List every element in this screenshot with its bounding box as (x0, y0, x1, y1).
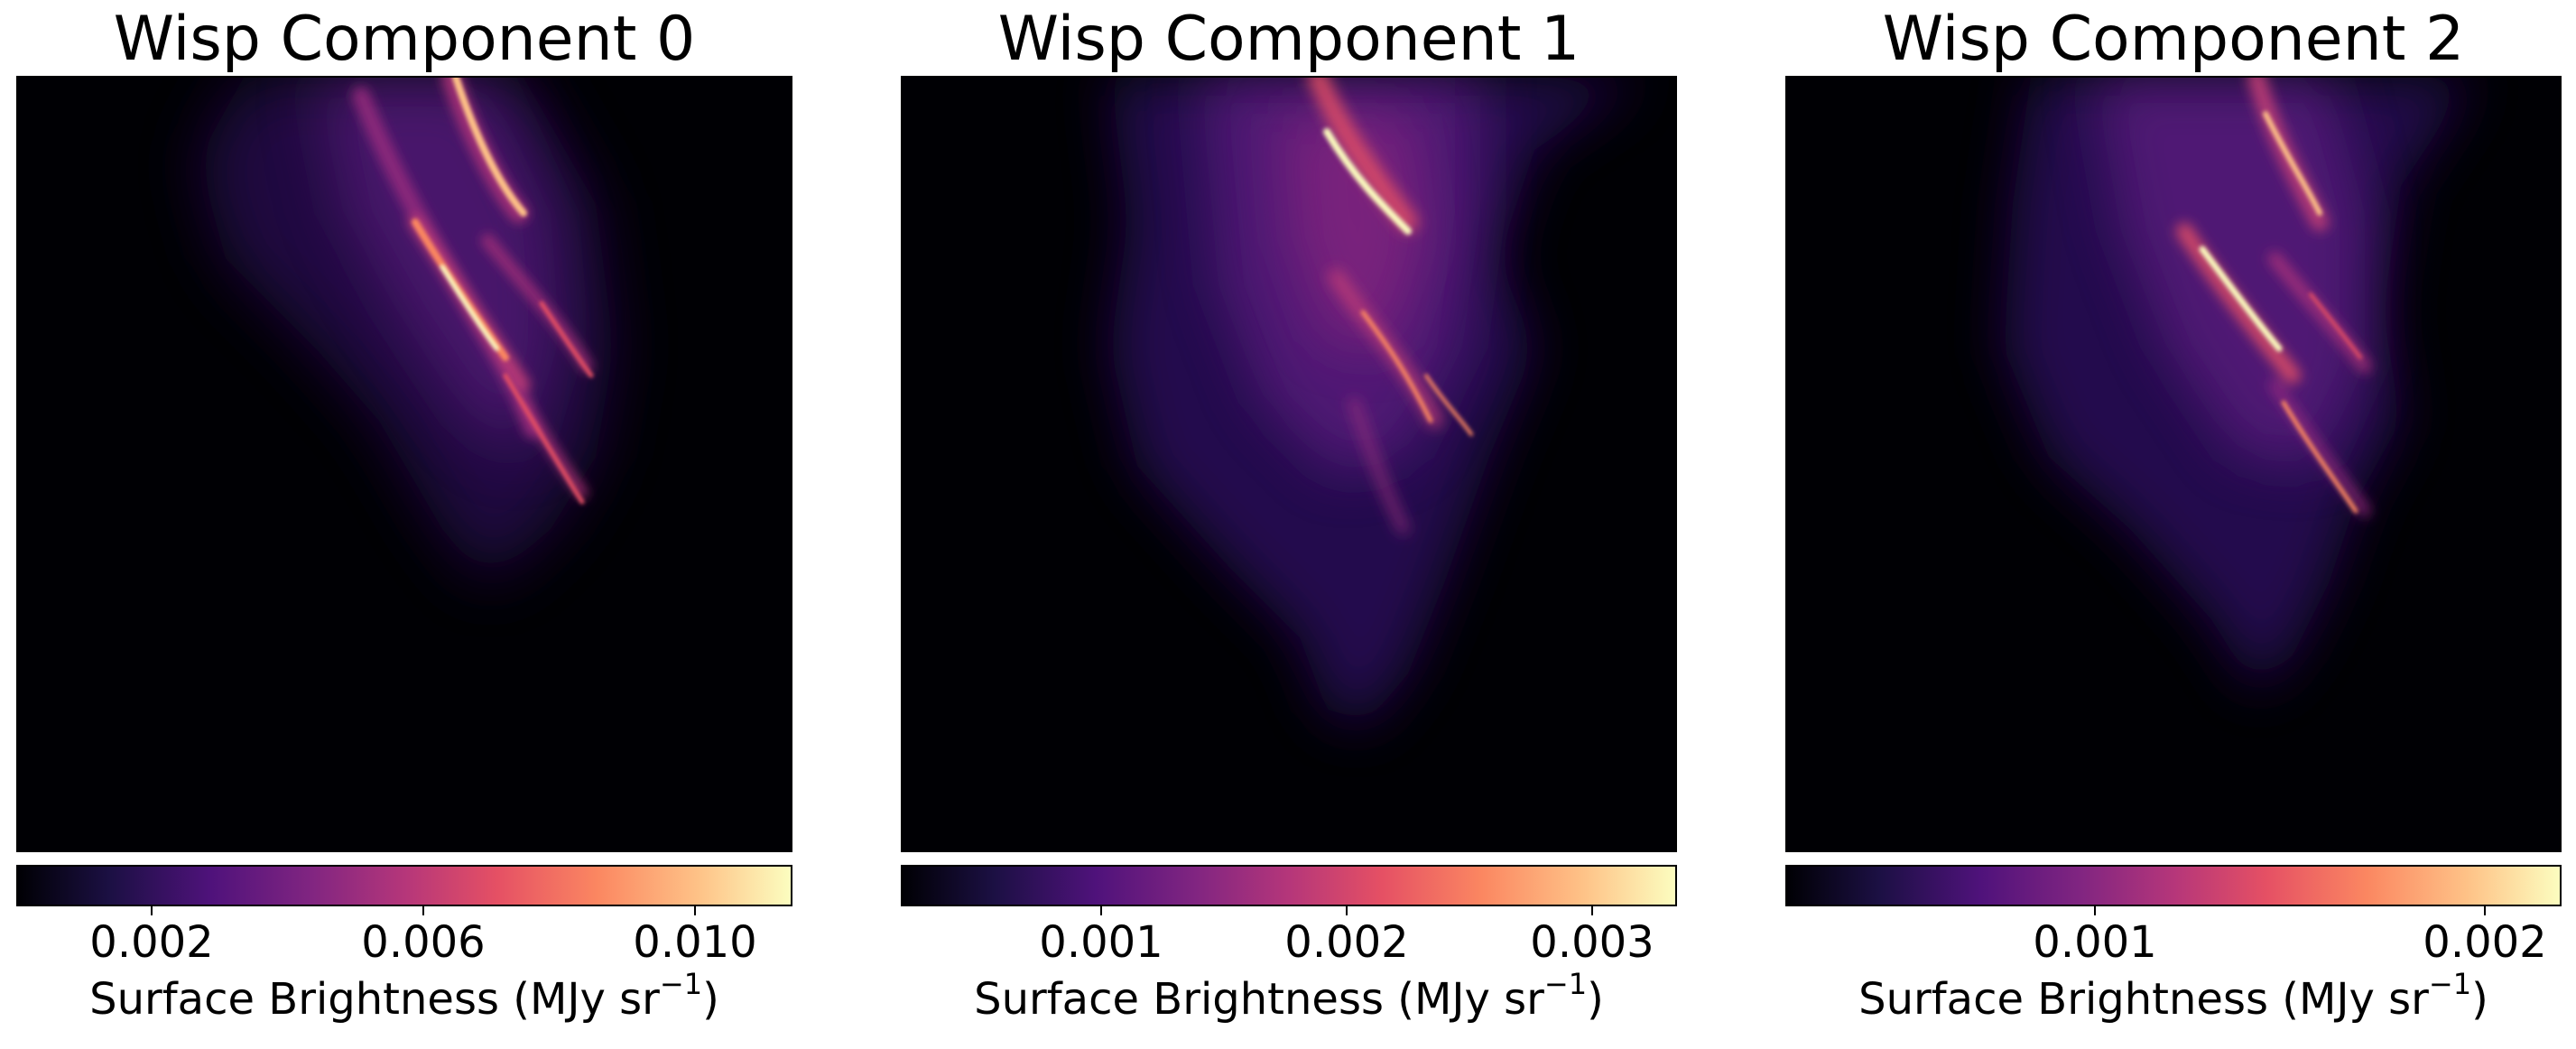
panel-title: Wisp Component 0 (113, 4, 696, 75)
panel-title: Wisp Component 2 (1882, 4, 2465, 75)
colorbar-label-exponent: −1 (659, 967, 703, 1001)
colorbar-tick (694, 905, 696, 915)
colorbar-tick-label: 0.002 (2423, 917, 2547, 968)
colorbar-tick-label: 0.001 (1039, 917, 1163, 968)
colorbar-label-text: Surface Brightness (MJy sr (1858, 974, 2429, 1025)
colorbar-label: Surface Brightness (MJy sr−1) (901, 970, 1677, 1027)
panel-component-0: Wisp Component 0 (16, 0, 792, 1049)
colorbar-label: Surface Brightness (MJy sr−1) (1785, 970, 2562, 1027)
colorbar-label-close: ) (1587, 974, 1604, 1025)
colorbar-tick-label: 0.006 (361, 917, 486, 968)
colorbar-tick (2484, 905, 2486, 915)
wisp-image (16, 76, 792, 852)
colorbar-tick (1100, 905, 1102, 915)
panel-title: Wisp Component 1 (997, 4, 1580, 75)
colorbar-label-close: ) (702, 974, 719, 1025)
colorbar-tick-label: 0.002 (1284, 917, 1409, 968)
colorbar-tick (2094, 905, 2096, 915)
wisp-image (1785, 76, 2562, 852)
colorbar-label: Surface Brightness (MJy sr−1) (16, 970, 792, 1027)
wisp-image-render (1787, 78, 2560, 850)
colorbar-label-text: Surface Brightness (MJy sr (974, 974, 1544, 1025)
colorbar (901, 865, 1677, 906)
colorbar (1785, 865, 2562, 906)
colorbar-tick (1591, 905, 1593, 915)
wisp-image (901, 76, 1677, 852)
panel-component-2: Wisp Component 2 (1785, 0, 2562, 1049)
colorbar-tick-label: 0.003 (1530, 917, 1654, 968)
colorbar-tick (422, 905, 424, 915)
wisp-image-render (903, 78, 1675, 850)
colorbar-tick-label: 0.001 (2033, 917, 2157, 968)
colorbar-label-exponent: −1 (1543, 967, 1588, 1001)
wisp-image-render (18, 78, 791, 850)
colorbar-tick-label: 0.002 (89, 917, 214, 968)
colorbar-tick-label: 0.010 (633, 917, 757, 968)
colorbar-label-text: Surface Brightness (MJy sr (89, 974, 660, 1025)
colorbar (16, 865, 792, 906)
colorbar-tick (151, 905, 153, 915)
panel-component-1: Wisp Component 1 0. (901, 0, 1677, 1049)
colorbar-label-exponent: −1 (2428, 967, 2472, 1001)
colorbar-tick (1346, 905, 1348, 915)
colorbar-label-close: ) (2471, 974, 2488, 1025)
